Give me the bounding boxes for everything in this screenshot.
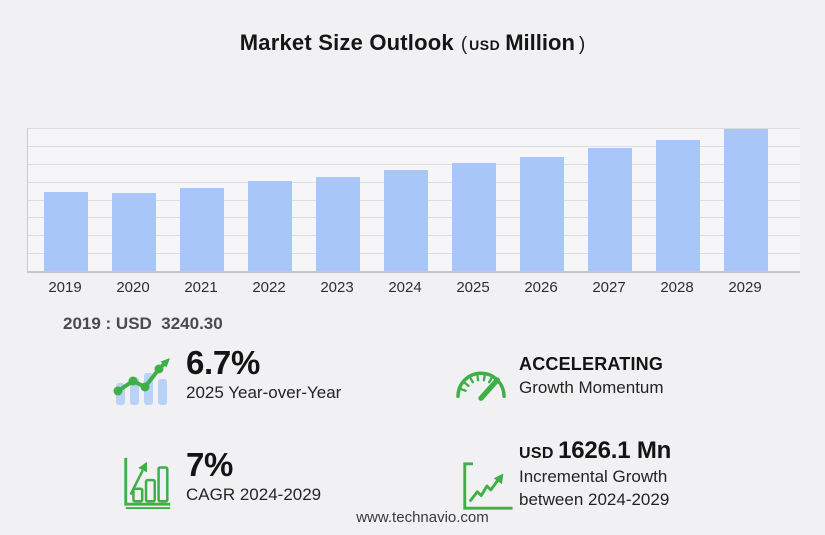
stat-momentum: ACCELERATING Growth Momentum <box>519 353 664 399</box>
stat-momentum-value: ACCELERATING <box>519 354 664 374</box>
stat-yoy: 6.7% 2025 Year-over-Year <box>186 345 341 404</box>
stat-incremental-label-line1: Incremental Growth <box>519 467 668 486</box>
bar-2029 <box>724 129 768 271</box>
bar-2020 <box>112 193 156 271</box>
line-chart-icon <box>457 458 515 519</box>
title-unit: Million <box>505 30 575 55</box>
x-tick-label: 2021 <box>184 279 218 296</box>
gridline <box>28 145 800 147</box>
stat-cagr-label: CAGR 2024-2029 <box>186 485 322 504</box>
bar-2019 <box>44 192 88 271</box>
bar-2021 <box>180 188 224 271</box>
title-main: Market Size Outlook <box>239 30 454 55</box>
bar-trend-icon <box>112 351 176 414</box>
x-tick-label: 2026 <box>524 279 558 296</box>
stat-yoy-label: 2025 Year-over-Year <box>186 383 342 402</box>
x-tick-label: 2024 <box>388 279 422 296</box>
base-year-value-label: 2019 : USD 3240.30 <box>63 314 223 333</box>
title-currency: USD <box>469 37 501 53</box>
title-paren-open: ( <box>460 34 468 55</box>
stat-incremental-currency: USD <box>519 445 554 462</box>
stat-cagr: 7% CAGR 2024-2029 <box>186 447 321 506</box>
x-tick-label: 2022 <box>252 279 286 296</box>
bar-2022 <box>248 181 292 271</box>
stat-yoy-value: 6.7% <box>186 344 261 381</box>
speedometer-icon <box>452 356 510 409</box>
bar-2028 <box>656 140 700 271</box>
x-tick-label: 2025 <box>456 279 490 296</box>
stat-cagr-value: 7% <box>186 446 234 483</box>
stat-incremental-label-line2: between 2024-2029 <box>519 490 670 509</box>
chart-growth-icon <box>118 454 176 515</box>
chart-x-axis-labels: 2019 2020 2021 2022 2023 2024 2025 2026 2027 2028… <box>27 279 800 303</box>
x-tick-label: 2019 <box>48 279 82 296</box>
bar-2024 <box>384 170 428 271</box>
bar-chart: 2019 2020 2021 2022 2023 2024 2025 2026 2027 2028… <box>27 128 800 303</box>
gridline <box>28 163 800 165</box>
title-paren-close: ) <box>578 34 586 55</box>
stat-momentum-label: Growth Momentum <box>519 378 664 397</box>
stat-incremental-value: 1626.1 Mn <box>558 437 672 464</box>
x-tick-label: 2023 <box>320 279 354 296</box>
bar-2025 <box>452 163 496 271</box>
x-tick-label: 2027 <box>592 279 626 296</box>
chart-plot-area <box>27 128 800 273</box>
bar-2023 <box>316 177 360 271</box>
bar-2026 <box>520 157 564 271</box>
page-title: Market Size Outlook (USD Million) <box>0 30 825 56</box>
x-tick-label: 2020 <box>116 279 150 296</box>
stat-incremental: USD 1626.1 Mn Incremental Growth between… <box>519 437 671 511</box>
stat-incremental-value-row: USD 1626.1 Mn <box>519 437 671 465</box>
gridline <box>28 128 800 129</box>
footer-link[interactable]: www.technavio.com <box>356 509 489 526</box>
bar-2027 <box>588 148 632 271</box>
x-tick-label: 2029 <box>728 279 762 296</box>
x-tick-label: 2028 <box>660 279 694 296</box>
